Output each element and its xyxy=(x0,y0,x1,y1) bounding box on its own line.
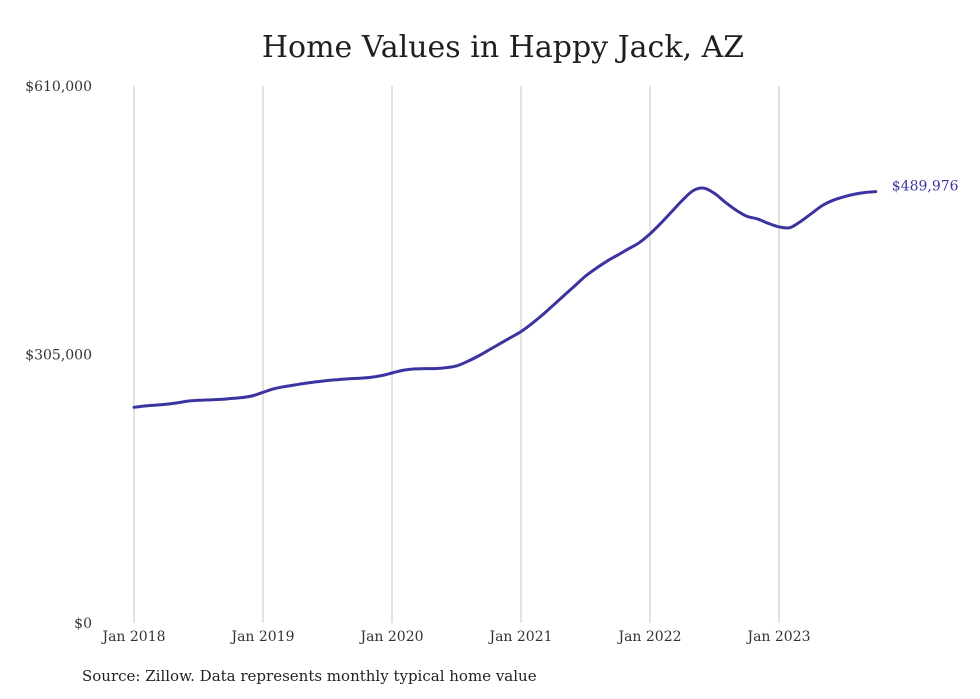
data-point xyxy=(520,330,523,333)
data-point xyxy=(240,396,243,399)
series-layer xyxy=(132,186,878,409)
x-tick-label: Jan 2020 xyxy=(358,629,423,645)
x-tick-label: Jan 2021 xyxy=(487,629,552,645)
data-point xyxy=(380,374,383,377)
data-point xyxy=(788,226,791,229)
x-tick-label: Jan 2019 xyxy=(229,629,294,645)
data-point xyxy=(401,369,404,372)
data-point xyxy=(563,294,566,297)
data-point xyxy=(541,313,544,316)
data-point xyxy=(283,385,286,388)
data-point xyxy=(262,391,265,394)
data-point xyxy=(444,366,447,369)
y-tick-label: $610,000 xyxy=(25,79,92,95)
data-point xyxy=(186,400,189,403)
data-point xyxy=(595,267,598,270)
data-point xyxy=(487,349,490,352)
data-point xyxy=(305,382,308,385)
data-point xyxy=(434,367,437,370)
data-point xyxy=(842,195,845,198)
data-point xyxy=(874,190,877,193)
data-point xyxy=(756,217,759,220)
data-point xyxy=(864,191,867,194)
annotations: $489,976 xyxy=(892,179,959,195)
data-point xyxy=(251,394,254,397)
data-point xyxy=(133,406,136,409)
data-point xyxy=(670,210,673,213)
end-value-label: $489,976 xyxy=(892,179,959,195)
data-point xyxy=(831,199,834,202)
data-point xyxy=(735,209,738,212)
x-axis-labels: Jan 2018 Jan 2019 Jan 2020 Jan 2021 Jan 2022… xyxy=(100,629,810,645)
source-note: Source: Zillow. Data represents monthly … xyxy=(82,667,537,685)
data-point xyxy=(358,377,361,380)
data-point xyxy=(810,212,813,215)
data-point xyxy=(294,383,297,386)
data-point xyxy=(208,398,211,401)
data-point xyxy=(713,192,716,195)
data-point xyxy=(219,398,222,401)
data-point xyxy=(799,220,802,223)
data-point xyxy=(681,199,684,202)
data-point xyxy=(692,189,695,192)
data-point xyxy=(326,379,329,382)
data-point xyxy=(423,367,426,370)
data-point xyxy=(778,225,781,228)
x-tick-label: Jan 2018 xyxy=(100,629,165,645)
data-point xyxy=(477,355,480,358)
data-point xyxy=(638,241,641,244)
data-point xyxy=(853,193,856,196)
y-tick-label: $0 xyxy=(74,616,92,632)
data-point xyxy=(391,371,394,374)
gridlines xyxy=(133,86,780,623)
x-tick-label: Jan 2023 xyxy=(745,629,810,645)
data-point xyxy=(455,364,458,367)
data-point xyxy=(616,254,619,257)
data-point xyxy=(466,360,469,363)
data-point xyxy=(176,401,179,404)
data-point xyxy=(498,342,501,345)
data-point xyxy=(315,380,318,383)
data-point xyxy=(337,378,340,381)
y-tick-label: $305,000 xyxy=(25,348,92,364)
data-point xyxy=(229,397,232,400)
data-point xyxy=(606,260,609,263)
data-point xyxy=(509,336,512,339)
y-axis-labels: $0 $305,000 $610,000 xyxy=(25,79,92,632)
data-point xyxy=(552,304,555,307)
data-point xyxy=(530,322,533,325)
data-point xyxy=(369,376,372,379)
data-point xyxy=(143,405,146,408)
data-point xyxy=(272,387,275,390)
data-point xyxy=(165,403,168,406)
data-point xyxy=(584,275,587,278)
data-point xyxy=(745,215,748,218)
data-point xyxy=(197,399,200,402)
data-point xyxy=(412,368,415,371)
data-point xyxy=(821,204,824,207)
data-point xyxy=(659,222,662,225)
data-point xyxy=(348,377,351,380)
data-point xyxy=(627,247,630,250)
data-point xyxy=(649,232,652,235)
data-point xyxy=(154,404,157,407)
data-point xyxy=(724,201,727,204)
x-tick-label: Jan 2022 xyxy=(616,629,681,645)
data-point xyxy=(573,284,576,287)
chart-title: Home Values in Happy Jack, AZ xyxy=(261,30,745,65)
data-point xyxy=(767,222,770,225)
series-line xyxy=(132,186,878,409)
data-point xyxy=(702,187,705,190)
